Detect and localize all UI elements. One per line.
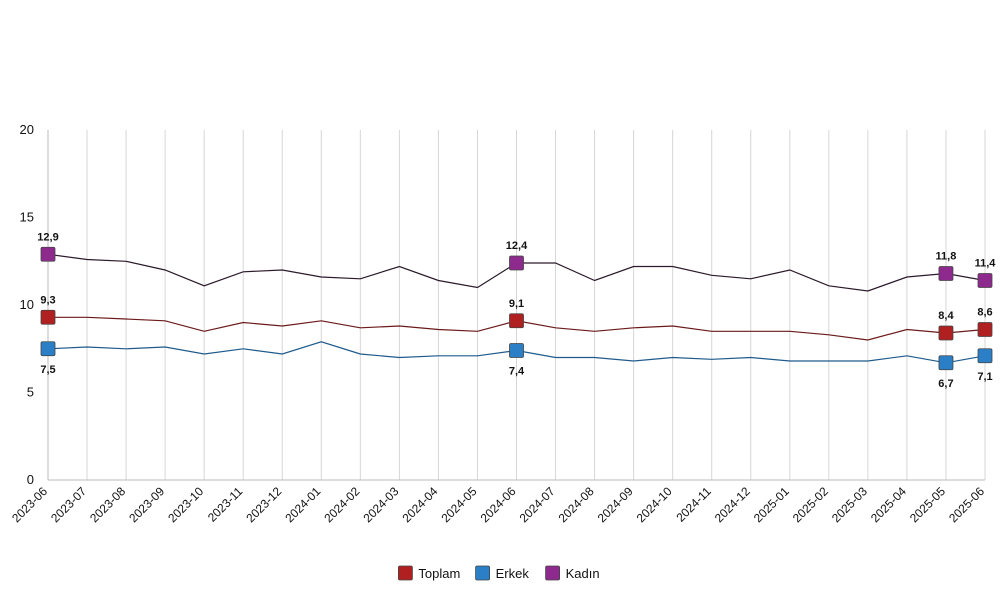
data-point-marker [40,341,56,357]
x-tick-label: 2025-01 [751,484,792,525]
data-label: 12,4 [506,240,528,252]
data-point-marker [40,246,56,262]
legend-item-kadın[interactable]: Kadın [545,565,600,581]
x-tick-label: 2024-03 [360,484,401,525]
x-tick-label: 2023-08 [87,484,128,525]
legend-swatch [545,565,560,581]
data-point-marker [509,255,524,271]
data-point-marker [977,273,993,288]
data-label: 9,1 [509,298,524,310]
data-point-marker [977,322,993,337]
data-label: 7,4 [509,366,525,378]
y-tick-label: 15 [20,210,34,225]
legend-item-toplam[interactable]: Toplam [397,565,460,581]
x-tick-label: 2024-11 [673,484,714,525]
data-point-marker [40,309,56,325]
x-tick-label: 2024-10 [634,484,675,525]
x-tick-label: 2024-07 [517,484,558,525]
data-label: 7,5 [40,364,55,376]
x-tick-label: 2025-03 [829,484,870,525]
legend-swatch [475,565,491,581]
data-label: 11,4 [975,258,997,270]
data-label: 6,7 [938,378,953,390]
x-tick-label: 2024-02 [321,484,362,525]
y-tick-label: 20 [20,122,34,137]
x-tick-label: 2024-05 [439,484,480,525]
x-tick-label: 2024-12 [712,484,753,525]
data-point-marker [938,355,954,371]
series-markers [40,246,993,371]
legend-label: Erkek [496,566,530,581]
x-tick-label: 2023-12 [243,484,284,525]
data-label: 8,6 [977,307,992,319]
x-tick-label: 2023-11 [205,484,246,525]
y-tick-labels: 0 5 10 15 20 [20,122,34,487]
x-tick-label: 2024-08 [556,484,597,525]
legend-label: Toplam [418,566,460,581]
data-point-marker [509,313,524,329]
data-point-marker [938,325,954,341]
x-tick-label: 2024-04 [399,484,440,525]
legend-swatch [397,565,413,581]
grid [47,130,986,480]
data-labels: 9,3 9,1 8,4 8,6 7,5 7,4 6,7 7,1 12,9 12,4 11,8 11,4 [37,231,996,390]
x-tick-label: 2025-04 [868,484,909,525]
data-label: 12,9 [37,231,58,243]
x-tick-label: 2023-10 [165,484,206,525]
data-label: 9,3 [40,294,55,306]
x-tick-label: 2024-09 [595,484,636,525]
data-label: 8,4 [938,310,954,322]
x-tick-label: 2024-01 [282,484,323,525]
x-tick-label: 2023-06 [9,484,50,525]
data-point-marker [509,343,524,358]
axes [47,130,985,481]
y-tick-label: 5 [27,385,34,400]
x-tick-label: 2025-05 [907,484,948,525]
x-tick-label: 2023-09 [126,484,167,525]
data-label: 11,8 [936,251,957,263]
data-label: 7,1 [977,371,992,383]
y-tick-label: 10 [20,297,34,312]
data-point-marker [938,266,954,281]
x-tick-label: 2023-07 [48,484,89,525]
legend[interactable]: Toplam Erkek Kadın [397,565,600,581]
legend-item-erkek[interactable]: Erkek [475,565,530,581]
x-tick-label: 2025-06 [946,484,987,525]
legend-label: Kadın [566,566,600,581]
data-point-marker [977,348,993,364]
x-tick-labels: 2023-062023-072023-082023-092023-102023-… [9,484,987,525]
y-tick-label: 0 [27,472,34,487]
x-tick-label: 2024-06 [478,484,519,525]
x-tick-label: 2025-02 [790,484,831,525]
